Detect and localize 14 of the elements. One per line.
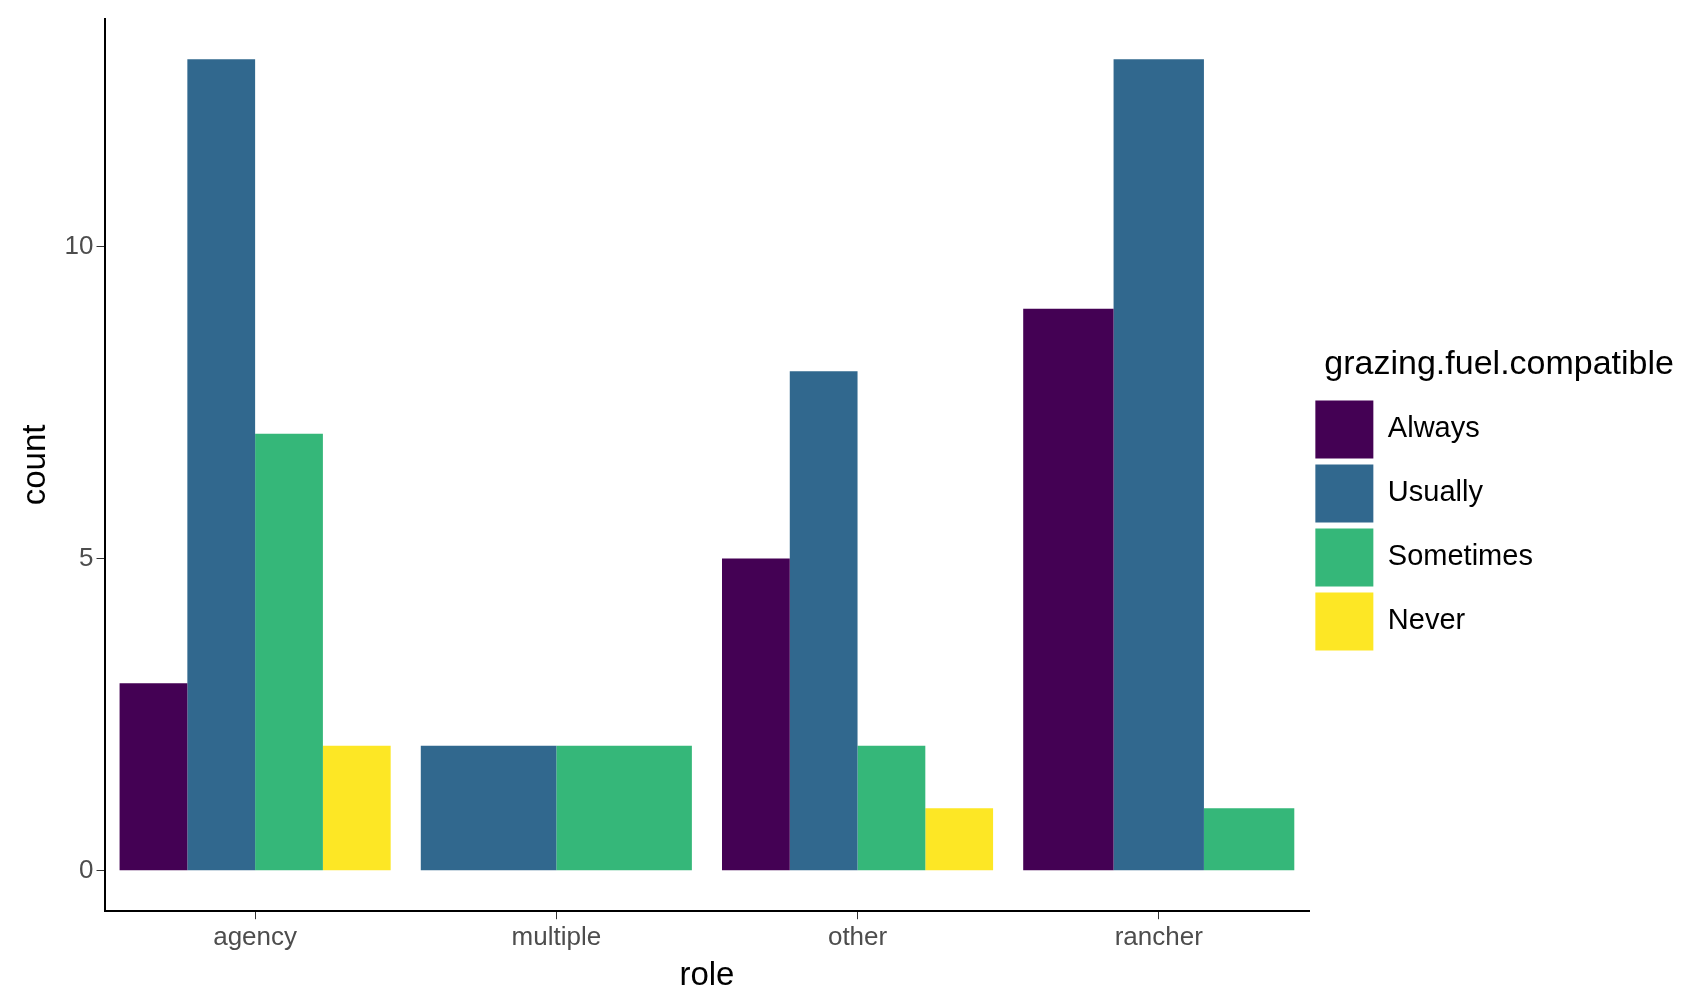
y-tick-label: 5 [79,541,94,572]
x-tick-label: other [827,920,888,951]
legend-label: Sometimes [1387,539,1533,572]
legend-label: Always [1387,411,1480,444]
legend-label: Never [1387,603,1466,636]
x-tick-label: multiple [511,920,602,951]
x-axis-title: role [679,955,735,993]
legend-label: Usually [1387,475,1484,508]
y-tick-label: 0 [79,853,94,884]
x-tick-label: rancher [1114,920,1204,951]
y-tick-label: 10 [64,229,94,260]
x-tick-label: agency [213,920,298,951]
y-axis-title: count [14,424,52,506]
legend-title: grazing.fuel.compatible [1324,342,1675,381]
